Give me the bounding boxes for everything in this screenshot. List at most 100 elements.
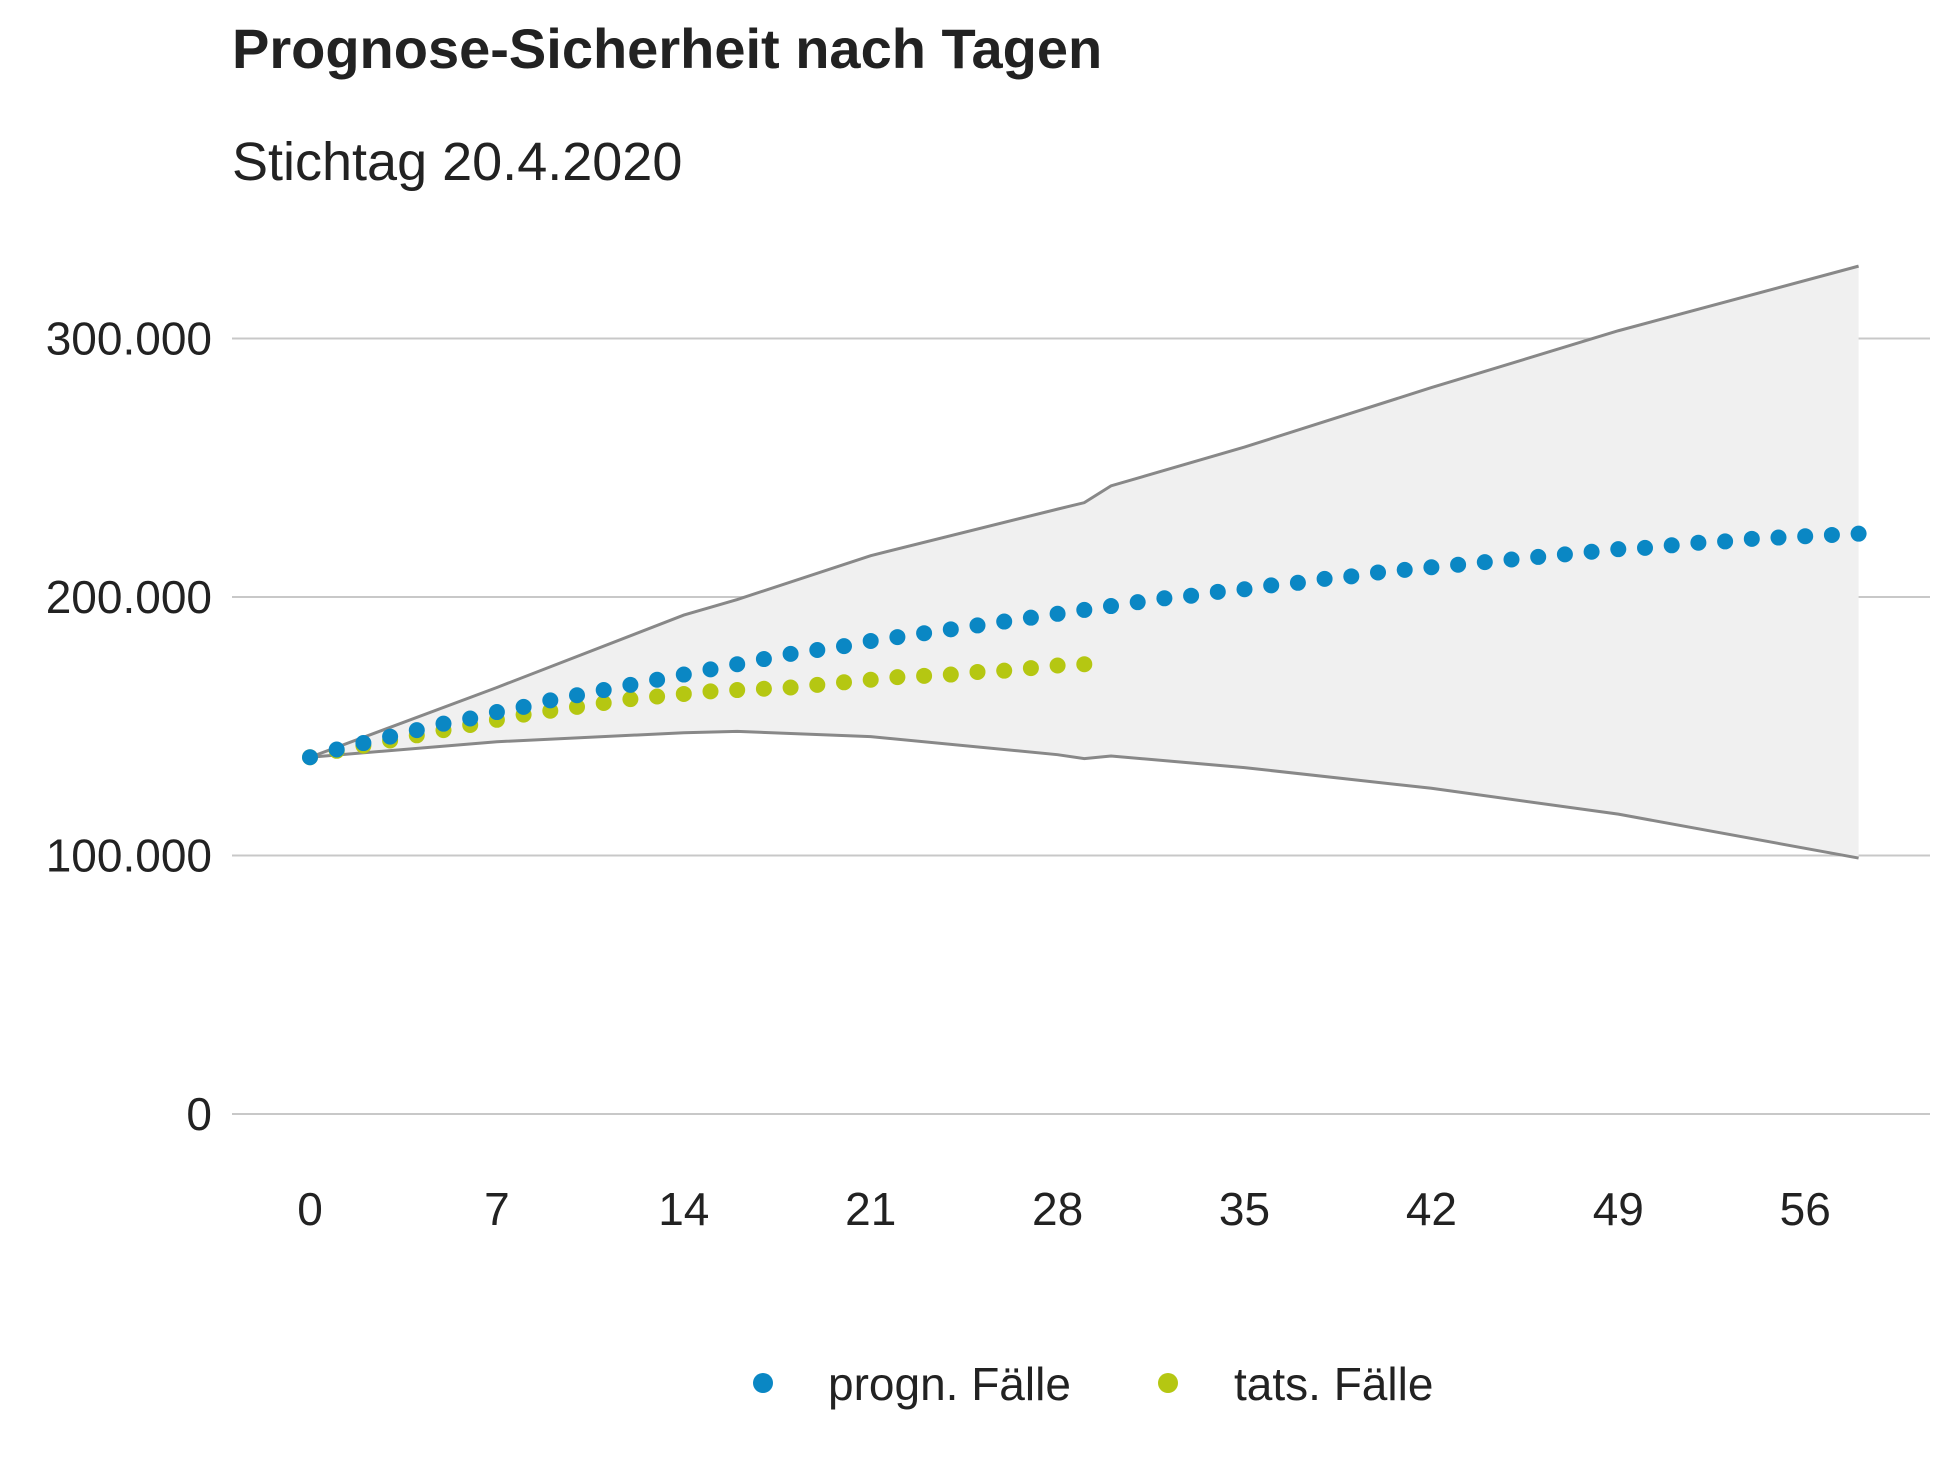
chart-subtitle: Stichtag 20.4.2020: [232, 132, 682, 192]
legend-marker-progn: [753, 1373, 773, 1393]
tats-point-day-12: [622, 691, 639, 708]
tats-point-day-15: [702, 683, 719, 700]
progn-point-day-0: [302, 749, 318, 766]
progn-point-day-1: [328, 741, 345, 758]
tats-point-day-27: [1022, 660, 1039, 677]
tats-point-day-21: [862, 671, 879, 688]
x-tick-label: 21: [845, 1183, 896, 1235]
progn-point-day-34: [1209, 583, 1226, 600]
progn-point-day-50: [1637, 539, 1653, 556]
progn-point-day-17: [755, 651, 772, 668]
progn-point-day-49: [1610, 541, 1627, 558]
uncertainty-band: [309, 264, 1859, 860]
progn-point-day-35: [1236, 581, 1253, 598]
progn-point-day-47: [1556, 546, 1573, 563]
x-tick-label: 42: [1406, 1183, 1457, 1235]
progn-point-day-4: [408, 722, 425, 739]
tats-point-day-22: [889, 669, 906, 686]
band-lower-line: [309, 729, 1859, 860]
progn-point-day-52: [1690, 534, 1707, 551]
y-axis-ticks: 0 100.000 200.000 300.000: [46, 313, 212, 1141]
progn-point-day-26: [996, 613, 1013, 630]
progn-point-day-40: [1370, 564, 1386, 581]
progn-point-day-32: [1156, 590, 1173, 607]
progn-point-day-13: [649, 671, 666, 688]
x-tick-label: 14: [658, 1183, 709, 1235]
progn-point-day-12: [622, 676, 639, 693]
x-axis-ticks: 0 7 14 21 28 35 42 49 56: [297, 1183, 1831, 1235]
progn-point-day-55: [1770, 529, 1787, 546]
progn-point-day-10: [569, 687, 585, 704]
tats-point-day-25: [969, 663, 986, 680]
tats-point-day-26: [996, 662, 1013, 679]
progn-point-day-27: [1022, 609, 1039, 626]
progn-point-day-28: [1049, 605, 1066, 622]
progn-point-day-54: [1743, 530, 1760, 547]
progn-point-day-18: [782, 645, 799, 662]
legend: progn. Fälle tats. Fälle: [753, 1358, 1433, 1410]
progn-point-day-6: [462, 710, 479, 727]
progn-point-day-25: [969, 617, 986, 634]
tats-point-day-19: [809, 676, 826, 693]
progn-point-day-19: [809, 641, 826, 658]
tats-point-day-10: [569, 698, 585, 715]
tats-point-day-16: [729, 682, 746, 699]
progn-point-day-39: [1343, 568, 1360, 585]
x-tick-label: 28: [1032, 1183, 1083, 1235]
progn-point-day-53: [1717, 533, 1734, 550]
progn-point-day-33: [1183, 587, 1200, 604]
series-progn: [302, 525, 1867, 766]
progn-point-day-58: [1850, 525, 1867, 542]
progn-point-day-37: [1289, 574, 1306, 591]
y-tick-label: 200.000: [46, 571, 212, 623]
y-tick-label: 100.000: [46, 830, 212, 882]
y-tick-label: 0: [186, 1088, 212, 1140]
progn-point-day-48: [1583, 543, 1600, 560]
progn-point-day-36: [1263, 577, 1280, 594]
progn-point-day-24: [942, 621, 959, 638]
progn-point-day-51: [1663, 537, 1680, 554]
progn-point-day-7: [488, 704, 505, 721]
progn-point-day-9: [542, 692, 559, 709]
chart-title: Prognose-Sicherheit nach Tagen: [232, 17, 1102, 80]
progn-point-day-3: [382, 728, 399, 745]
tats-point-day-14: [675, 685, 692, 702]
progn-point-day-23: [916, 625, 933, 642]
progn-point-day-43: [1450, 556, 1467, 573]
tats-point-day-24: [942, 666, 959, 683]
legend-label-progn: progn. Fälle: [828, 1358, 1071, 1410]
progn-point-day-21: [862, 632, 879, 649]
progn-point-day-30: [1103, 598, 1119, 615]
band-upper-line: [309, 264, 1859, 759]
tats-point-day-23: [916, 667, 933, 684]
progn-point-day-31: [1129, 594, 1146, 611]
progn-point-day-16: [729, 656, 746, 673]
tats-point-day-17: [755, 680, 772, 697]
legend-label-tats: tats. Fälle: [1234, 1358, 1433, 1410]
legend-marker-tats: [1158, 1373, 1178, 1393]
tats-point-day-29: [1076, 656, 1093, 673]
progn-point-day-20: [836, 638, 852, 655]
progn-point-day-8: [515, 698, 532, 715]
progn-point-day-46: [1530, 548, 1547, 565]
progn-point-day-45: [1503, 551, 1520, 568]
progn-point-day-11: [595, 682, 612, 699]
progn-point-day-5: [435, 715, 452, 732]
progn-point-day-14: [675, 666, 692, 683]
progn-point-day-15: [702, 661, 719, 678]
tats-point-day-28: [1049, 657, 1066, 674]
tats-point-day-13: [649, 688, 666, 705]
x-tick-label: 7: [484, 1183, 510, 1235]
progn-point-day-38: [1316, 570, 1333, 587]
data-points: [302, 525, 1867, 766]
tats-point-day-20: [836, 674, 852, 691]
y-tick-label: 300.000: [46, 313, 212, 365]
tats-point-day-18: [782, 679, 799, 696]
progn-point-day-22: [889, 629, 906, 646]
x-tick-label: 0: [297, 1183, 323, 1235]
progn-point-day-41: [1396, 561, 1413, 578]
x-tick-label: 35: [1219, 1183, 1270, 1235]
progn-point-day-44: [1476, 554, 1493, 571]
x-tick-label: 56: [1780, 1183, 1831, 1235]
